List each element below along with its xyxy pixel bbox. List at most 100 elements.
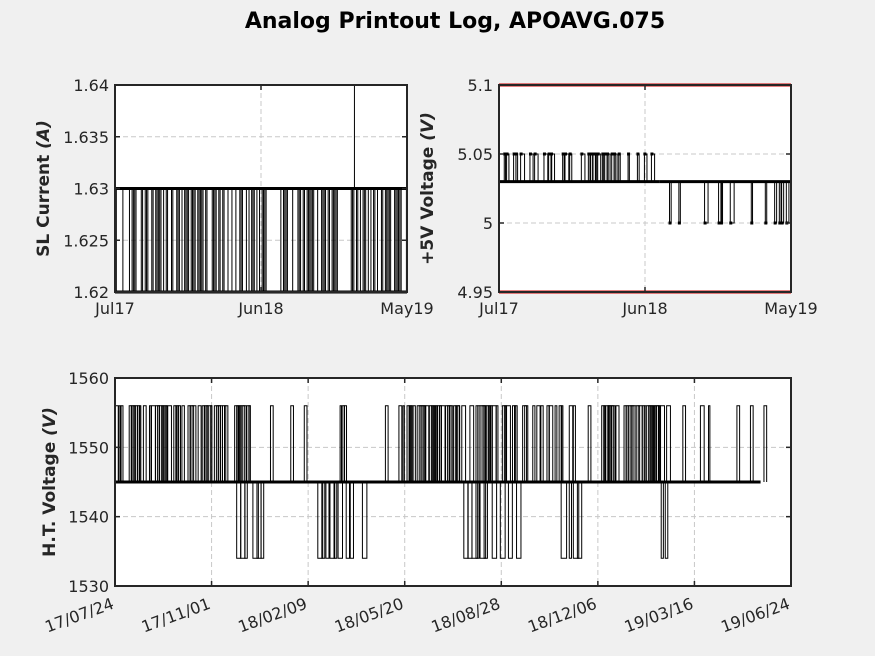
x-tick-label: 17/07/24 <box>42 594 116 636</box>
step-pulse-high <box>572 405 576 482</box>
marker <box>596 152 600 156</box>
y-axis-label: +5V Voltage (V) <box>418 112 438 265</box>
marker <box>650 152 654 156</box>
step-pulse-high <box>548 405 554 482</box>
step-pulse-high <box>209 405 213 482</box>
marker <box>533 152 537 156</box>
tick-labels: 4.95 5 5.05 5.1 Jul17 Jun18 May19 <box>457 76 817 318</box>
marker <box>764 221 768 225</box>
axes-background <box>499 85 791 292</box>
step-pulse-low <box>329 482 336 559</box>
marker <box>549 152 553 156</box>
step-pulse-low <box>516 482 522 559</box>
marker <box>606 152 610 156</box>
tick-labels: 1.62 1.625 1.63 1.635 1.64 Jul17 Jun18 May19 <box>63 76 434 318</box>
step-pulse-high <box>236 405 241 482</box>
marker <box>717 221 721 225</box>
x-tick-label: 17/11/01 <box>139 594 213 636</box>
step-pulse-high <box>197 405 202 482</box>
step-pulse-high <box>412 405 416 482</box>
step-pulse-high <box>524 405 529 482</box>
step-pulse-high <box>424 405 430 482</box>
marker <box>613 152 617 156</box>
step-pulse-low <box>260 482 265 559</box>
x-tick-label: May19 <box>764 299 817 318</box>
step-pulse-high <box>432 405 437 482</box>
step-pulse-high <box>428 405 433 482</box>
y-tick-label: 1550 <box>68 438 109 457</box>
step-pulse-high <box>161 405 165 482</box>
step-pulse-low <box>252 482 259 559</box>
step-pulse-low <box>568 482 572 559</box>
step-pulse-low <box>471 482 479 559</box>
step-pulse-high <box>269 405 274 482</box>
marker <box>547 152 551 156</box>
marker <box>773 221 777 225</box>
marker <box>750 221 754 225</box>
step-pulse-low <box>560 482 568 559</box>
data-trace <box>114 405 768 559</box>
x-tick-label: May19 <box>380 299 433 318</box>
step-pulse-high <box>177 405 181 482</box>
step-pulse-low <box>483 482 488 559</box>
marker <box>568 152 572 156</box>
y-tick-label: 1560 <box>68 369 109 388</box>
y-tick-label: 5.05 <box>457 145 493 164</box>
y-tick-label: 5 <box>483 214 493 233</box>
step-pulse-low <box>244 482 248 559</box>
step-pulse-high <box>303 405 308 482</box>
axes-frame <box>114 377 792 587</box>
y-tick-label: 1.635 <box>63 128 109 147</box>
step-pulse-high <box>615 405 620 482</box>
marker <box>592 152 596 156</box>
step-pulse-high <box>611 405 616 482</box>
x-tick-label: Jun18 <box>621 299 667 318</box>
step-pulse-low <box>317 482 324 559</box>
x-tick-label: Jul17 <box>478 299 519 318</box>
step-pulse-high <box>118 405 121 482</box>
chart-panel-3: 1530 1540 1550 1560 17/07/24 17/11/01 18/02/09… <box>40 369 792 636</box>
marker <box>528 152 532 156</box>
step-pulse-high <box>290 405 294 482</box>
marker <box>627 152 631 156</box>
step-pulse-high <box>736 405 741 482</box>
step-pulse-high <box>660 405 666 482</box>
step-pulse-high <box>175 405 180 482</box>
step-pulse-high <box>457 405 461 482</box>
y-tick-label: 4.95 <box>457 283 493 302</box>
marker <box>636 152 640 156</box>
marker <box>503 152 507 156</box>
step-pulse-high <box>587 405 592 482</box>
x-tick-label: Jun18 <box>237 299 283 318</box>
marker <box>519 152 523 156</box>
step-pulse-high <box>485 405 490 482</box>
step-pulse-high <box>540 405 544 482</box>
step-pulse-low <box>479 482 487 559</box>
y-tick-label: 1530 <box>68 577 109 596</box>
y-tick-label: 1.625 <box>63 231 109 250</box>
step-pulse-low <box>321 482 326 559</box>
step-pulse-high <box>505 405 511 482</box>
step-pulse-high <box>682 405 687 482</box>
step-pulse-low <box>475 482 480 559</box>
step-pulse-high <box>242 405 247 482</box>
y-tick-label: 5.1 <box>468 76 493 95</box>
step-pulse-high <box>763 405 768 482</box>
marker <box>587 152 591 156</box>
y-tick-label: 1540 <box>68 508 109 527</box>
x-tick-label: 18/12/06 <box>525 594 599 636</box>
step-pulse-high <box>536 405 541 482</box>
step-pulse-high <box>554 405 558 482</box>
step-pulse-low <box>576 482 583 559</box>
step-pulse-high <box>224 405 229 482</box>
step-pulse-low <box>325 482 330 559</box>
y-tick-label: 1.62 <box>73 283 109 302</box>
step-pulse-high <box>666 405 671 482</box>
step-pulse-low <box>499 482 506 559</box>
step-pulse-low <box>337 482 344 559</box>
step-pulse-high <box>487 405 492 482</box>
marker <box>603 152 607 156</box>
figure-title: Analog Printout Log, APOAVG.075 <box>245 9 665 34</box>
step-pulse-low <box>349 482 354 559</box>
marker <box>563 152 567 156</box>
